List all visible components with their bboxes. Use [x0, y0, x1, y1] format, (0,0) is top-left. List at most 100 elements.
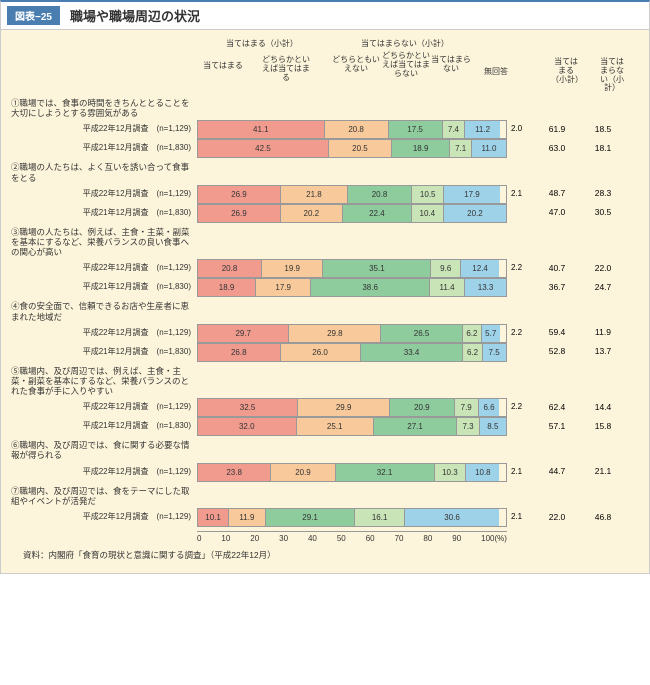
applies-subtotal: 52.8 — [543, 346, 571, 356]
bar-segment: 10.4 — [412, 205, 444, 222]
row-label: 平成22年12月調査 (n=1,129) — [11, 401, 197, 412]
bar-segment: 7.9 — [455, 399, 479, 416]
axis-tick: 0 — [197, 534, 201, 543]
bar-wrap: 26.920.222.410.420.2 — [197, 204, 507, 221]
bar-wrap: 18.917.938.611.413.3 — [197, 278, 507, 295]
data-row: 平成22年12月調査 (n=1,129)20.819.935.19.612.4 2… — [11, 259, 639, 276]
no-response-value: 2.2 — [511, 402, 529, 411]
axis-tick: 60 — [366, 534, 375, 543]
stacked-bar: 26.921.820.810.517.9 — [197, 185, 507, 204]
question-block: ④食の安全面で、信頼できるお店や生産者に恵まれた地域だ平成22年12月調査 (n… — [11, 301, 639, 359]
bar-segment: 11.4 — [430, 279, 465, 296]
applies-subtotal: 22.0 — [543, 512, 571, 522]
label-neither: どちらともいえない — [331, 56, 381, 74]
applies-subtotal: 44.7 — [543, 466, 571, 476]
bar-segment: 17.5 — [389, 121, 443, 138]
applies-subtotal: 62.4 — [543, 402, 571, 412]
row-label: 平成22年12月調査 (n=1,129) — [11, 511, 197, 522]
bar-segment: 29.8 — [289, 325, 381, 342]
bar-segment: 18.9 — [392, 140, 450, 157]
subtotal-values: 40.7 22.0 — [543, 263, 617, 273]
data-row: 平成22年12月調査 (n=1,129)29.729.826.56.25.72.… — [11, 324, 639, 341]
bar-segment: 26.9 — [198, 205, 281, 222]
axis-tick: 80 — [423, 534, 432, 543]
notapply-subtotal: 21.1 — [589, 466, 617, 476]
subtotal-values: 63.018.1 — [543, 143, 617, 153]
label-applies: 当てはまる — [203, 62, 243, 71]
question-text: ⑤職場内、及び周辺では、例えば、主食・主菜・副菜を基本にするなど、栄養バランスの… — [11, 366, 191, 397]
bar-segment: 21.8 — [281, 186, 348, 203]
righthead-applies: 当てはまる（小計） — [551, 58, 581, 84]
label-notapply: 当てはまらない — [431, 56, 471, 74]
applies-subtotal: 59.4 — [543, 327, 571, 337]
bar-segment: 42.5 — [198, 140, 329, 157]
bar-segment: 22.4 — [343, 205, 412, 222]
bar-segment: 20.9 — [271, 464, 335, 481]
bar-segment: 26.9 — [198, 186, 281, 203]
data-row: 平成22年12月調査 (n=1,129)10.111.929.116.130.6… — [11, 508, 639, 525]
axis-tick: 90 — [452, 534, 461, 543]
stacked-bar: 20.819.935.19.612.4 — [197, 259, 507, 278]
row-label: 平成22年12月調査 (n=1,129) — [11, 188, 197, 199]
bar-segment: 20.8 — [348, 186, 412, 203]
row-label: 平成22年12月調査 (n=1,129) — [11, 123, 197, 134]
applies-subtotal: 40.7 — [543, 263, 571, 273]
bar-segment: 6.6 — [479, 399, 499, 416]
bar-segment: 18.9 — [198, 279, 256, 296]
label-applies-subtotal: 当てはまる（小計） — [226, 40, 298, 49]
bar-segment: 29.1 — [266, 509, 356, 526]
notapply-subtotal: 13.7 — [589, 346, 617, 356]
bar-wrap: 26.921.820.810.517.9 — [197, 185, 507, 202]
no-response-value: 2.1 — [511, 189, 529, 198]
bar-segment: 7.4 — [443, 121, 466, 138]
no-response-value: 2.0 — [511, 124, 529, 133]
bar-segment: 7.3 — [457, 418, 479, 435]
bar-segment: 20.8 — [325, 121, 389, 138]
applies-subtotal: 57.1 — [543, 421, 571, 431]
axis-tick: 20 — [250, 534, 259, 543]
bar-segment: 25.1 — [297, 418, 374, 435]
label-somewhat-applies: どちらかといえば当てはまる — [261, 56, 311, 82]
subtotal-values: 22.046.8 — [543, 512, 617, 522]
label-somewhat-not: どちらかといえば当てはまらない — [381, 52, 431, 78]
stacked-bar: 29.729.826.56.25.7 — [197, 324, 507, 343]
question-block: ①職場では、食事の時間をきちんととることを大切にしようとする雰囲気がある平成22… — [11, 98, 639, 156]
bar-segment: 16.1 — [355, 509, 405, 526]
applies-subtotal: 48.7 — [543, 188, 571, 198]
bar-segment: 10.3 — [435, 464, 467, 481]
bar-segment: 20.2 — [444, 205, 506, 222]
questions-container: ①職場では、食事の時間をきちんととることを大切にしようとする雰囲気がある平成22… — [11, 98, 639, 525]
notapply-subtotal: 18.1 — [589, 143, 617, 153]
chart-area: 当てはまる（小計） 当てはまらない（小計） 当てはまる どちらかといえば当てはま… — [1, 30, 649, 565]
bar-segment: 11.2 — [465, 121, 499, 138]
subtotal-values: 44.7 21.1 — [543, 466, 617, 476]
bar-segment: 32.1 — [336, 464, 435, 481]
axis-tick: 50 — [337, 534, 346, 543]
label-notapply-subtotal: 当てはまらない（小計） — [361, 40, 449, 49]
notapply-subtotal: 11.9 — [589, 327, 617, 337]
question-block: ③職場の人たちは、例えば、主食・主菜・副菜を基本にするなど、栄養バランスの良い食… — [11, 227, 639, 296]
notapply-subtotal: 22.0 — [589, 263, 617, 273]
bar-segment: 10.1 — [198, 509, 229, 526]
figure-header: 図表−25 職場や職場周辺の状況 — [1, 2, 649, 30]
bar-segment: 6.2 — [463, 344, 482, 361]
stacked-bar: 26.920.222.410.420.2 — [197, 204, 507, 223]
figure-title: 職場や職場周辺の状況 — [70, 6, 200, 25]
notapply-subtotal: 24.7 — [589, 282, 617, 292]
subtotal-values: 48.728.3 — [543, 188, 617, 198]
bar-wrap: 20.819.935.19.612.4 — [197, 259, 507, 276]
bar-wrap: 42.520.518.97.111.0 — [197, 139, 507, 156]
no-response-value: 2.1 — [511, 512, 529, 521]
x-axis: 0102030405060708090100(%) — [197, 531, 507, 543]
subtotal-values: 36.724.7 — [543, 282, 617, 292]
question-text: ③職場の人たちは、例えば、主食・主菜・副菜を基本にするなど、栄養バランスの良い食… — [11, 227, 191, 258]
bar-segment: 9.6 — [431, 260, 461, 277]
bar-segment: 17.9 — [444, 186, 499, 203]
subtotal-values: 62.414.4 — [543, 402, 617, 412]
bar-segment: 17.9 — [256, 279, 311, 296]
data-row: 平成21年12月調査 (n=1,830)32.025.127.17.38.557… — [11, 417, 639, 434]
bar-segment: 26.0 — [281, 344, 361, 361]
source-text: 資料：内閣府「食育の現状と意識に関する調査」（平成22年12月） — [23, 549, 639, 561]
row-label: 平成21年12月調査 (n=1,830) — [11, 420, 197, 431]
row-label: 平成22年12月調査 (n=1,129) — [11, 262, 197, 273]
